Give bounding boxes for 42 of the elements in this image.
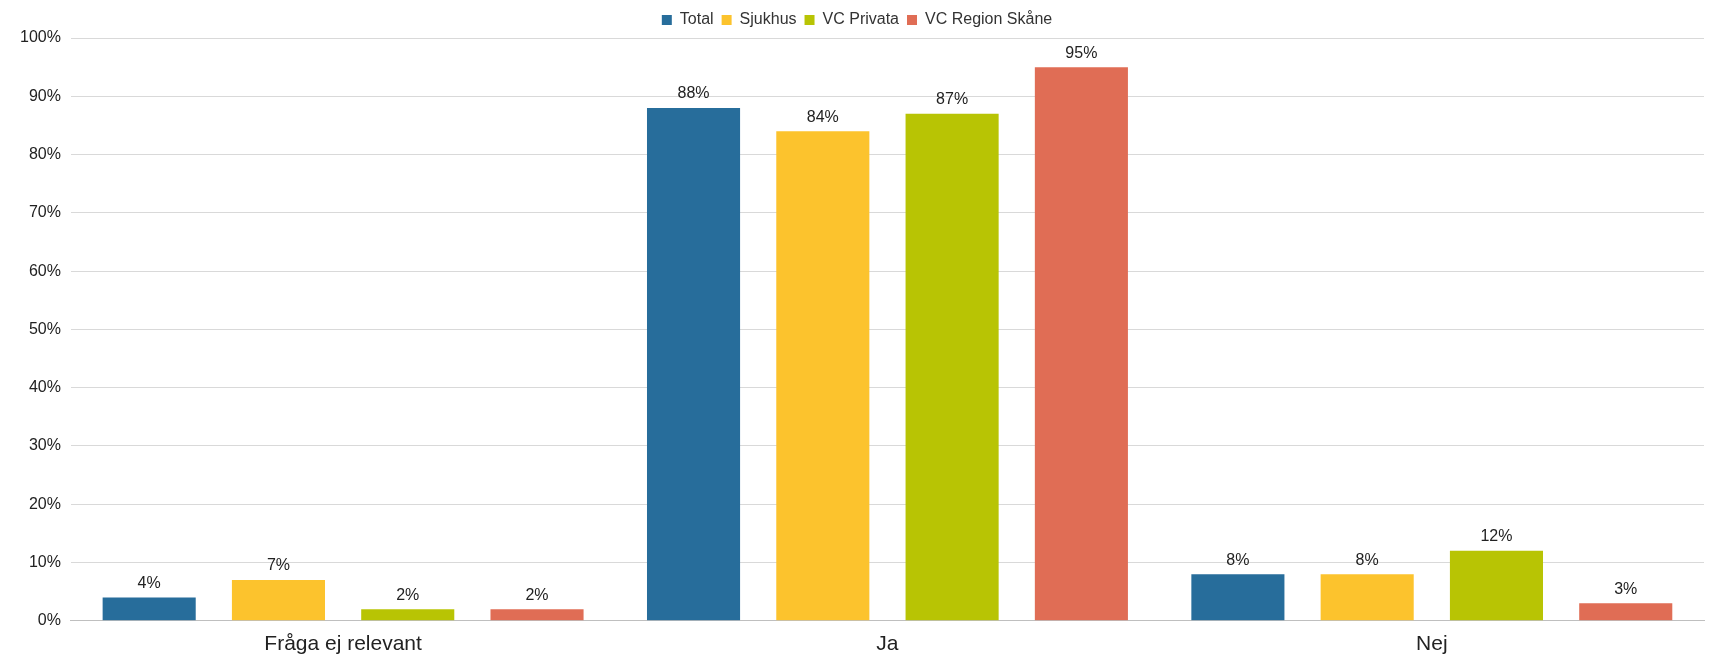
- bar: [1191, 574, 1285, 621]
- legend-label: Total: [679, 10, 714, 28]
- y-tick-label: 0%: [37, 611, 61, 629]
- data-label: 88%: [677, 84, 710, 102]
- bar: [1579, 603, 1673, 621]
- bar: [646, 107, 741, 621]
- bar: [1449, 550, 1544, 621]
- y-tick-label: 70%: [28, 203, 61, 221]
- legend-label: VC Region Skåne: [925, 10, 1053, 28]
- y-tick-label: 50%: [28, 319, 61, 337]
- data-label: 8%: [1226, 550, 1250, 568]
- x-tick-label: Fråga ej relevant: [264, 631, 423, 655]
- data-label: 2%: [396, 585, 420, 603]
- legend-label: VC Privata: [822, 10, 900, 28]
- bar: [1034, 67, 1128, 621]
- x-tick-label: Ja: [876, 631, 899, 655]
- y-tick-label: 30%: [28, 436, 61, 454]
- data-label: 95%: [1065, 43, 1098, 61]
- x-tick-label: Nej: [1416, 631, 1448, 655]
- bar: [490, 609, 584, 621]
- y-tick-label: 60%: [28, 261, 61, 279]
- data-label: 2%: [525, 585, 549, 603]
- data-label: 12%: [1480, 527, 1513, 545]
- y-tick-label: 40%: [28, 378, 61, 396]
- data-label: 87%: [936, 90, 969, 108]
- data-label: 84%: [806, 107, 839, 125]
- y-tick-label: 80%: [28, 144, 61, 162]
- data-label: 8%: [1355, 550, 1379, 568]
- bar: [361, 609, 455, 621]
- bar: [102, 597, 196, 621]
- data-label: 4%: [137, 573, 161, 591]
- data-label: 3%: [1614, 579, 1638, 597]
- y-tick-label: 20%: [28, 494, 61, 512]
- y-tick-label: 90%: [28, 86, 61, 104]
- y-tick-label: 100%: [20, 28, 61, 46]
- bar: [776, 131, 870, 621]
- bar: [1320, 574, 1414, 621]
- bar: [905, 113, 999, 621]
- legend-label: Sjukhus: [739, 10, 797, 28]
- data-label: 7%: [266, 556, 291, 574]
- bar: [231, 580, 325, 621]
- y-tick-label: 10%: [28, 552, 61, 570]
